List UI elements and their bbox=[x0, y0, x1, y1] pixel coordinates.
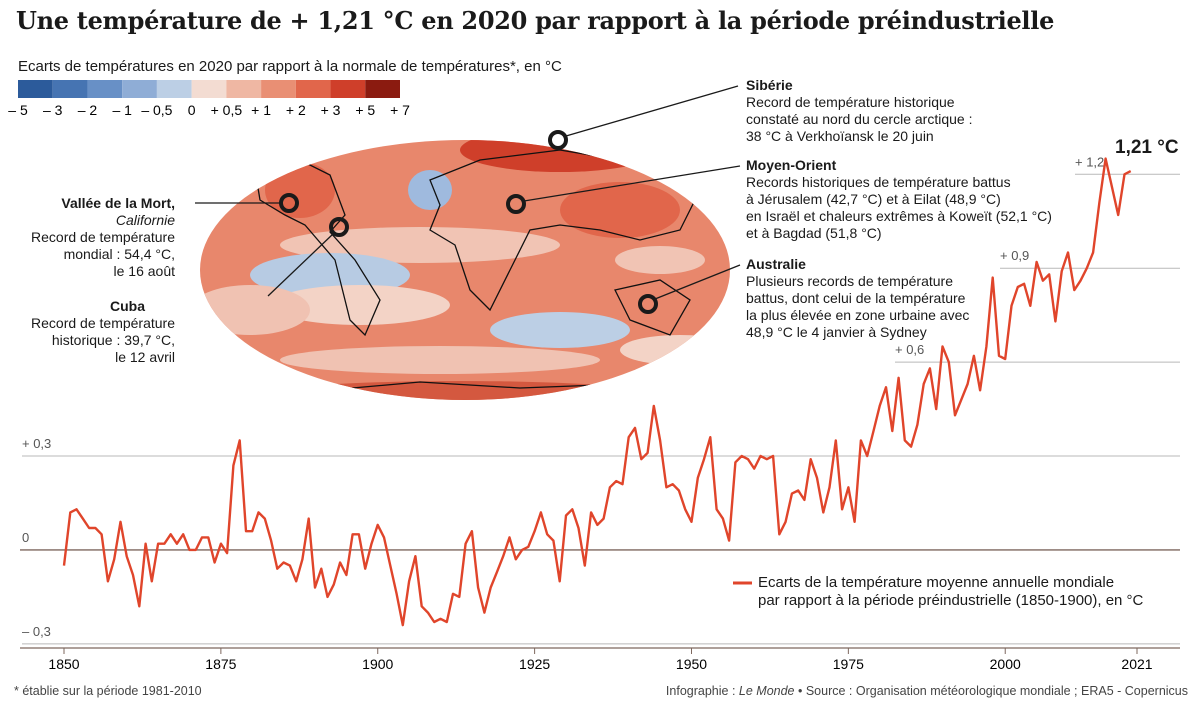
colorscale-label: + 0,5 bbox=[211, 102, 243, 118]
x-tick-label: 2021 bbox=[1121, 656, 1152, 672]
world-map bbox=[200, 140, 730, 400]
end-label: 1,21 °C bbox=[1115, 137, 1179, 158]
y-tick-label: + 0,9 bbox=[1000, 248, 1029, 263]
colorscale-swatch bbox=[191, 80, 227, 98]
colorscale-label: – 0,5 bbox=[141, 102, 172, 118]
annotation-text: Record de température mondial : 54,4 °C,… bbox=[31, 229, 175, 279]
map-markers bbox=[195, 85, 741, 314]
x-tick-label: 1875 bbox=[205, 656, 236, 672]
colorscale-swatch bbox=[365, 80, 400, 98]
colorscale-swatch bbox=[122, 80, 157, 98]
colorscale-label: + 1 bbox=[251, 102, 271, 118]
colorscale-swatch bbox=[156, 80, 192, 98]
colorscale-swatch bbox=[261, 80, 296, 98]
colorscale-swatch bbox=[18, 80, 53, 98]
colorscale-label: + 2 bbox=[286, 102, 306, 118]
source: • Source : Organisation météorologique m… bbox=[798, 684, 1188, 698]
annotation-text: Record de température historique : 39,7 … bbox=[31, 315, 175, 365]
x-tick-label: 1925 bbox=[519, 656, 550, 672]
y-tick-label: + 0,6 bbox=[895, 342, 924, 357]
annotation-subtitle: Californie bbox=[115, 212, 175, 228]
colorscale-swatch bbox=[330, 80, 366, 98]
colorscale-swatch bbox=[295, 80, 331, 98]
colorscale-label: – 2 bbox=[78, 102, 98, 118]
x-tick-label: 1900 bbox=[362, 656, 393, 672]
x-tick-label: 1850 bbox=[48, 656, 79, 672]
annotation-title: Sibérie bbox=[746, 77, 793, 93]
x-tick-label: 2000 bbox=[990, 656, 1021, 672]
colorscale-swatch bbox=[52, 80, 88, 98]
colorscale-label: + 7 bbox=[390, 102, 410, 118]
annotation-text: Plusieurs records de température battus,… bbox=[746, 273, 970, 340]
annotation-title: Australie bbox=[746, 256, 806, 272]
map-subtitle: Ecarts de températures en 2020 par rappo… bbox=[18, 58, 562, 75]
footnote: * établie sur la période 1981-2010 bbox=[14, 684, 202, 698]
colorscale-label: + 3 bbox=[321, 102, 341, 118]
y-tick-label: – 0,3 bbox=[22, 624, 51, 639]
y-tick-label: + 1,2 bbox=[1075, 154, 1104, 169]
colorscale-label: 0 bbox=[188, 102, 196, 118]
chart-title: Une température de + 1,21 °C en 2020 par… bbox=[16, 6, 1055, 35]
annotation-title: Moyen-Orient bbox=[746, 157, 837, 173]
colorscale-label: + 5 bbox=[355, 102, 375, 118]
colorscale-swatch bbox=[87, 80, 123, 98]
credit-name: Le Monde bbox=[738, 684, 795, 698]
annotation-text: Records historiques de température battu… bbox=[746, 174, 1052, 241]
legend-label: Ecarts de la température moyenne annuell… bbox=[758, 574, 1144, 609]
annotation: Moyen-Orient Records historiques de temp… bbox=[746, 157, 1052, 242]
annotation: Australie Plusieurs records de températu… bbox=[746, 256, 969, 341]
x-tick-label: 1950 bbox=[676, 656, 707, 672]
y-tick-label: 0 bbox=[22, 530, 29, 545]
colorscale-label: – 1 bbox=[112, 102, 132, 118]
y-tick-label: + 0,3 bbox=[22, 436, 51, 451]
colorscale-label: – 3 bbox=[43, 102, 63, 118]
data-line bbox=[62, 157, 1132, 627]
annotation: Vallée de la Mort, Californie Record de … bbox=[31, 195, 175, 280]
annotation-text: Record de température historique constat… bbox=[746, 94, 973, 144]
annotation-title: Vallée de la Mort, bbox=[61, 195, 175, 211]
colorscale-label: – 5 bbox=[8, 102, 28, 118]
credits: Infographie : Le Monde • Source : Organi… bbox=[666, 684, 1188, 698]
colorscale-swatch bbox=[226, 80, 262, 98]
credit: Infographie : bbox=[665, 684, 736, 698]
x-tick-label: 1975 bbox=[833, 656, 864, 672]
annotation: Cuba Record de température historique : … bbox=[31, 298, 175, 366]
annotation-title: Cuba bbox=[110, 298, 145, 314]
annotation: Sibérie Record de température historique… bbox=[746, 77, 972, 145]
